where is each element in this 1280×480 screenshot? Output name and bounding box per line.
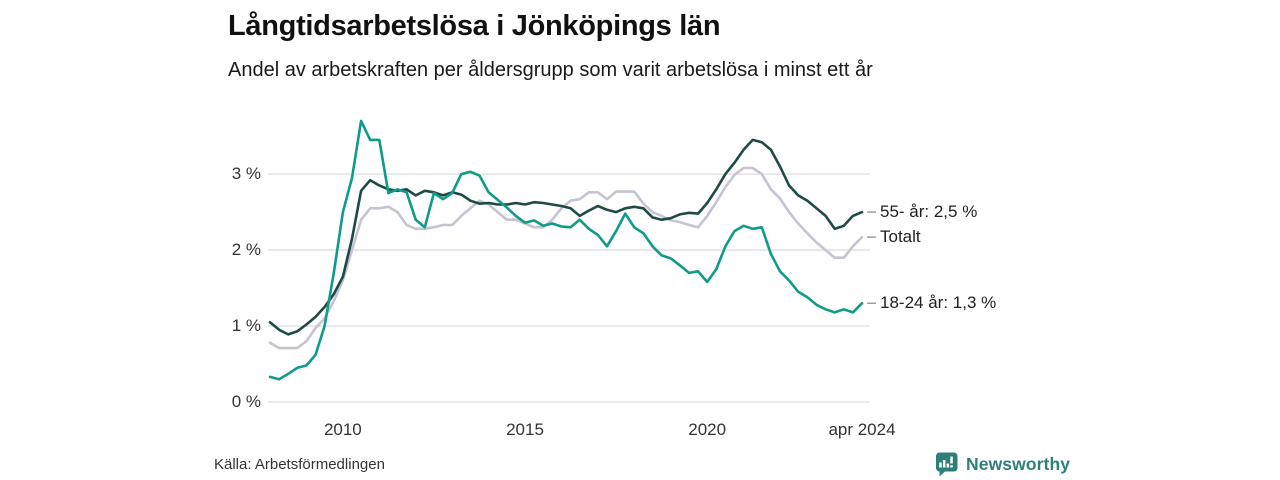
chart-title: Långtidsarbetslösa i Jönköpings län xyxy=(228,10,721,42)
y-tick-label: 3 % xyxy=(231,164,261,184)
source-attribution: Källa: Arbetsförmedlingen xyxy=(214,456,385,473)
newsworthy-logo: Newsworthy xyxy=(934,451,1070,478)
series-line-totalt xyxy=(268,166,864,350)
chart-plot-area: 0 % 1 % 2 % 3 % 2010 2015 2020 apr 2024 Totalt… xyxy=(0,95,1280,439)
newsworthy-wordmark: Newsworthy xyxy=(966,454,1071,474)
y-tick-label: 1 % xyxy=(231,316,261,336)
series-end-label-totalt: Totalt xyxy=(880,227,921,247)
x-tick-label: 2010 xyxy=(323,420,362,439)
y-tick-label: 0 % xyxy=(231,392,261,411)
newsworthy-bubble-chart-icon xyxy=(936,452,958,477)
chart-subtitle: Andel av arbetskraften per åldersgrupp s… xyxy=(228,59,873,81)
series-line-55-r xyxy=(268,138,864,336)
y-tick-label: 2 % xyxy=(231,240,261,260)
series-line-18-24-r xyxy=(268,119,864,381)
line-chart-canvas xyxy=(268,119,876,403)
series-end-label-55-r: 55- år: 2,5 % xyxy=(880,202,978,222)
x-tick-label: 2020 xyxy=(688,420,727,439)
series-end-label-18-24-r: 18-24 år: 1,3 % xyxy=(880,293,997,313)
x-tick-label: apr 2024 xyxy=(828,420,896,439)
x-tick-label: 2015 xyxy=(506,420,544,439)
